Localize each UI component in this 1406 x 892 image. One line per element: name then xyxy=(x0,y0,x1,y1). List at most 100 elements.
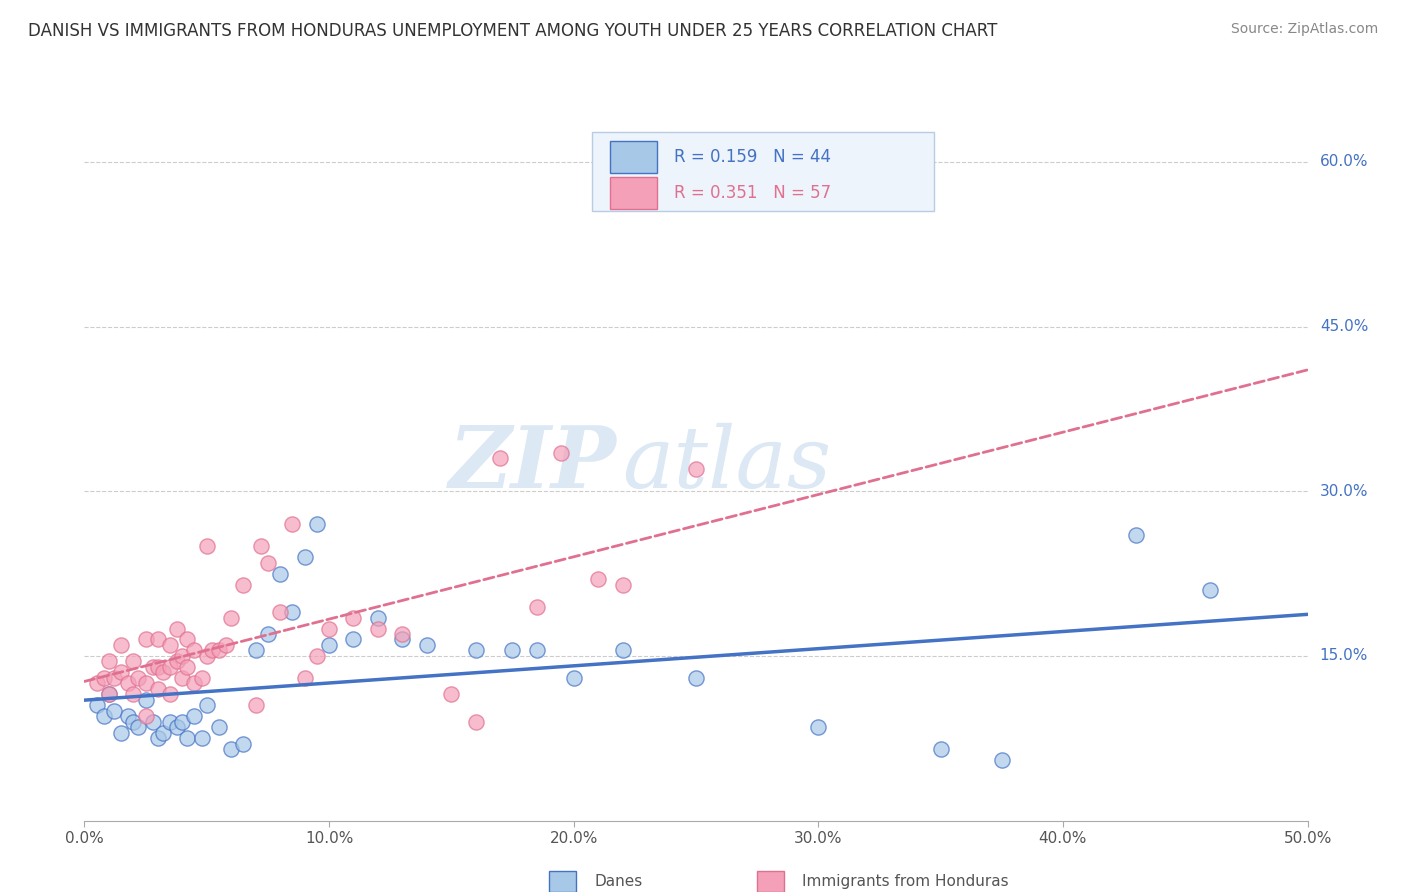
Point xyxy=(183,709,205,723)
Point xyxy=(464,714,486,729)
Point xyxy=(550,446,572,460)
Point xyxy=(294,550,316,565)
Point xyxy=(305,648,328,663)
Point xyxy=(990,753,1012,767)
Point xyxy=(152,665,174,680)
Point xyxy=(142,714,165,729)
FancyBboxPatch shape xyxy=(610,177,657,209)
Point xyxy=(391,627,413,641)
Point xyxy=(97,687,120,701)
Point xyxy=(526,643,548,657)
Point xyxy=(86,698,108,713)
Point xyxy=(146,681,169,696)
Point xyxy=(305,517,328,532)
Point xyxy=(146,731,169,746)
Point xyxy=(159,638,181,652)
Point xyxy=(195,539,218,553)
Text: ZIP: ZIP xyxy=(449,422,616,506)
Point xyxy=(232,577,254,591)
Point xyxy=(176,660,198,674)
Point xyxy=(86,676,108,690)
Point xyxy=(166,622,188,636)
Point xyxy=(440,687,463,701)
Point xyxy=(219,610,242,624)
Point xyxy=(142,660,165,674)
Point xyxy=(110,665,132,680)
Point xyxy=(176,731,198,746)
Point xyxy=(110,638,132,652)
Point xyxy=(367,610,389,624)
Point xyxy=(176,632,198,647)
Point xyxy=(122,655,145,669)
Point xyxy=(200,643,222,657)
Text: Source: ZipAtlas.com: Source: ZipAtlas.com xyxy=(1230,22,1378,37)
Point xyxy=(93,709,115,723)
Point xyxy=(269,566,291,581)
Point xyxy=(191,671,214,685)
Point xyxy=(135,676,157,690)
Text: R = 0.159   N = 44: R = 0.159 N = 44 xyxy=(673,148,831,166)
Point xyxy=(612,643,634,657)
Point xyxy=(146,660,169,674)
Point xyxy=(367,622,389,636)
Point xyxy=(245,698,267,713)
Point xyxy=(191,731,214,746)
Point xyxy=(172,714,194,729)
Point xyxy=(127,720,149,734)
Point xyxy=(586,572,609,586)
Point xyxy=(159,714,181,729)
Point xyxy=(1125,528,1147,542)
Point xyxy=(501,643,523,657)
FancyBboxPatch shape xyxy=(758,871,785,892)
Point xyxy=(929,742,952,756)
Text: 15.0%: 15.0% xyxy=(1320,648,1368,664)
Point xyxy=(249,539,271,553)
Point xyxy=(103,704,125,718)
Point xyxy=(318,622,340,636)
Point xyxy=(489,451,512,466)
Point xyxy=(183,643,205,657)
Point xyxy=(146,632,169,647)
Point xyxy=(281,517,304,532)
Point xyxy=(281,605,304,619)
Point xyxy=(195,648,218,663)
Point xyxy=(269,605,291,619)
Text: DANISH VS IMMIGRANTS FROM HONDURAS UNEMPLOYMENT AMONG YOUTH UNDER 25 YEARS CORRE: DANISH VS IMMIGRANTS FROM HONDURAS UNEMP… xyxy=(28,22,997,40)
Point xyxy=(122,687,145,701)
Point xyxy=(117,676,139,690)
Text: Immigrants from Honduras: Immigrants from Honduras xyxy=(803,874,1010,888)
Point xyxy=(183,676,205,690)
FancyBboxPatch shape xyxy=(592,132,935,211)
Point xyxy=(127,671,149,685)
Text: R = 0.351   N = 57: R = 0.351 N = 57 xyxy=(673,184,831,202)
Point xyxy=(1198,583,1220,598)
Point xyxy=(391,632,413,647)
Point xyxy=(685,462,707,476)
Point xyxy=(464,643,486,657)
Point xyxy=(152,726,174,740)
Point xyxy=(416,638,439,652)
Point xyxy=(110,726,132,740)
Point xyxy=(342,632,364,647)
Point xyxy=(232,737,254,751)
Point xyxy=(257,627,280,641)
Point xyxy=(122,714,145,729)
Point xyxy=(97,655,120,669)
Point xyxy=(685,671,707,685)
Point xyxy=(135,709,157,723)
FancyBboxPatch shape xyxy=(610,141,657,173)
Point xyxy=(208,720,231,734)
Point xyxy=(93,671,115,685)
Point xyxy=(562,671,585,685)
Point xyxy=(807,720,830,734)
Point xyxy=(117,709,139,723)
Point xyxy=(159,687,181,701)
Point xyxy=(135,693,157,707)
Text: Danes: Danes xyxy=(595,874,643,888)
Point xyxy=(159,660,181,674)
Point xyxy=(208,643,231,657)
Point xyxy=(257,556,280,570)
Point xyxy=(612,577,634,591)
Point xyxy=(103,671,125,685)
Text: 60.0%: 60.0% xyxy=(1320,154,1368,169)
